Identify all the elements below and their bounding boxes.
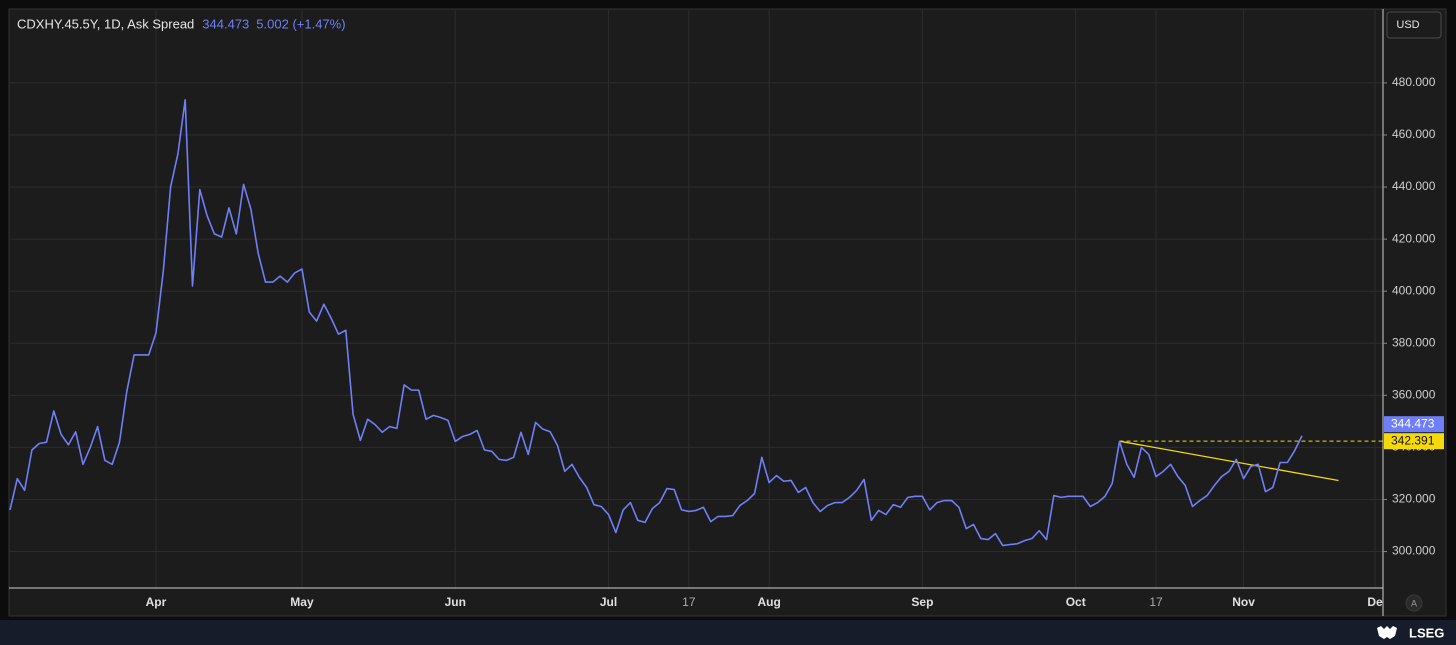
auto-button[interactable] <box>1405 594 1423 612</box>
auto-label[interactable]: A <box>1411 598 1417 608</box>
trendline <box>1119 440 1339 482</box>
x-tick-label: Apr <box>146 595 167 609</box>
x-tick-label: 17 <box>1149 595 1163 609</box>
footer-bar <box>0 620 1456 645</box>
reference-tag <box>1384 433 1444 450</box>
x-tick-label: Sep <box>911 595 933 609</box>
y-tick-label: 440.000 <box>1392 179 1436 193</box>
brand-icon <box>1377 626 1397 639</box>
currency-button[interactable] <box>1386 11 1442 39</box>
y-tick-label: 300.000 <box>1392 544 1436 558</box>
x-tick-label: May <box>290 595 314 609</box>
brand: LSEG <box>1409 625 1444 640</box>
last-price-label: 344.473 <box>1391 416 1435 430</box>
x-tick-label: Nov <box>1232 595 1255 609</box>
y-tick-label: 420.000 <box>1392 231 1436 245</box>
chart-panel <box>8 8 1447 617</box>
x-tick-label: Jul <box>600 595 617 609</box>
y-tick-label: 360.000 <box>1392 388 1436 402</box>
series-line <box>9 99 1303 547</box>
y-tick-label: 380.000 <box>1392 335 1436 349</box>
chart-title: CDXHY.45.5Y, 1D, Ask Spread <box>17 16 194 31</box>
last-price-tag <box>1384 416 1444 433</box>
x-tick-label: De <box>1367 595 1383 609</box>
y-tick-label: 320.000 <box>1392 492 1436 506</box>
y-tick-label: 480.000 <box>1392 75 1436 89</box>
x-tick-label: Jun <box>445 595 466 609</box>
x-tick-label: Aug <box>757 595 780 609</box>
change: 5.002 (+1.47%) <box>256 16 345 31</box>
y-tick-label: 400.000 <box>1392 283 1436 297</box>
reference-label: 342.391 <box>1391 433 1435 447</box>
brand-logo <box>1377 626 1397 639</box>
y-tick-label: 460.000 <box>1392 127 1436 141</box>
currency-label[interactable]: USD <box>1396 19 1419 31</box>
x-tick-label: 17 <box>682 595 696 609</box>
x-tick-label: Oct <box>1066 595 1086 609</box>
grid <box>10 10 1383 588</box>
last-value: 344.473 <box>202 16 249 31</box>
